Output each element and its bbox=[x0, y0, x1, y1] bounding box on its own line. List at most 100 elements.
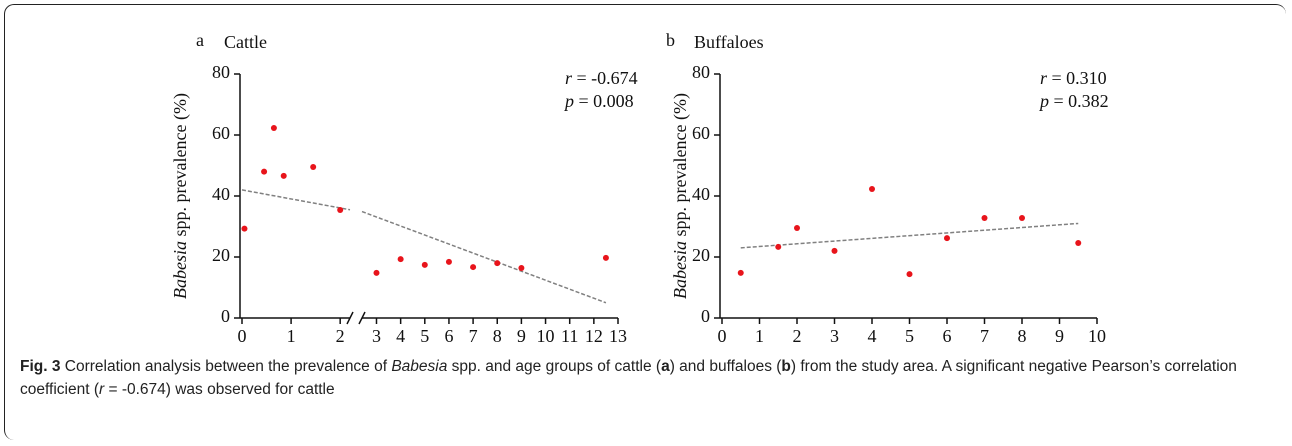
caption-part: spp. and age groups of cattle ( bbox=[447, 358, 662, 375]
x-tick-label: 7 bbox=[980, 326, 989, 346]
data-point bbox=[794, 225, 800, 232]
data-point bbox=[737, 269, 744, 276]
y-tick-label: 0 bbox=[701, 306, 710, 326]
x-tick-label: 10 bbox=[537, 326, 555, 346]
panel-letter: b bbox=[666, 30, 675, 50]
panel-title: Cattle bbox=[224, 32, 267, 52]
caption-part: ) from the study area. A significant neg… bbox=[20, 358, 1237, 398]
data-point bbox=[241, 225, 248, 232]
trend-line bbox=[740, 222, 1079, 249]
data-point bbox=[373, 269, 380, 276]
x-tick-label: 4 bbox=[868, 326, 877, 346]
axis-break bbox=[358, 311, 366, 325]
caption-part: Fig. 3 bbox=[20, 358, 61, 375]
text-span: Babesia bbox=[170, 241, 190, 299]
x-tick-label: 3 bbox=[830, 326, 839, 346]
x-tick-label: 8 bbox=[1018, 326, 1027, 346]
annotation: p = 0.382 bbox=[1038, 91, 1109, 111]
caption-part: ) and buffaloes ( bbox=[669, 358, 782, 375]
x-tick-label: 3 bbox=[372, 326, 381, 346]
x-tick-label: 1 bbox=[755, 326, 764, 346]
y-tick-label: 80 bbox=[212, 62, 230, 82]
text-span: Babesia bbox=[670, 241, 690, 299]
data-point bbox=[421, 261, 428, 268]
text-span: = 0.310 bbox=[1047, 68, 1107, 88]
text-span: r bbox=[1040, 68, 1048, 88]
caption-part: a bbox=[661, 358, 670, 375]
text-span: p bbox=[563, 91, 574, 111]
x-tick-label: 6 bbox=[943, 326, 952, 346]
y-tick-label: 40 bbox=[692, 184, 710, 204]
data-point bbox=[1075, 239, 1082, 246]
text-span: = -0.674 bbox=[572, 68, 638, 88]
data-point bbox=[494, 260, 501, 267]
trend-line bbox=[241, 189, 351, 211]
x-tick-label: 9 bbox=[517, 326, 526, 346]
y-axis-label: Babesia spp. prevalence (%) bbox=[170, 93, 191, 299]
caption-part: Babesia bbox=[391, 358, 448, 375]
data-point bbox=[906, 271, 913, 278]
y-tick-label: 40 bbox=[212, 184, 230, 204]
x-tick-label: 0 bbox=[718, 326, 727, 346]
data-point bbox=[518, 264, 525, 271]
panel-letter: a bbox=[196, 30, 204, 50]
trend-line bbox=[361, 210, 607, 304]
y-axis-label: Babesia spp. prevalence (%) bbox=[670, 93, 691, 299]
annotation: r = 0.310 bbox=[1040, 68, 1107, 88]
x-tick-label: 6 bbox=[444, 326, 453, 346]
y-tick-label: 0 bbox=[221, 306, 230, 326]
annotation: p = 0.008 bbox=[563, 91, 634, 111]
y-tick-label: 60 bbox=[212, 123, 230, 143]
data-point bbox=[310, 164, 317, 171]
y-tick-label: 80 bbox=[692, 62, 710, 82]
x-tick-label: 13 bbox=[609, 326, 627, 346]
data-point bbox=[270, 124, 277, 131]
x-tick-label: 2 bbox=[336, 326, 345, 346]
data-point bbox=[831, 247, 838, 254]
axis-break bbox=[346, 311, 354, 325]
text-span: = 0.008 bbox=[574, 91, 634, 111]
y-tick-label: 20 bbox=[692, 245, 710, 265]
x-tick-label: 1 bbox=[287, 326, 296, 346]
text-span: spp. prevalence (%) bbox=[170, 93, 191, 241]
data-point bbox=[944, 235, 950, 242]
x-tick-label: 7 bbox=[469, 326, 478, 346]
x-tick-label: 5 bbox=[420, 326, 429, 346]
x-tick-label: 5 bbox=[905, 326, 914, 346]
x-tick-label: 11 bbox=[561, 326, 578, 346]
x-tick-label: 10 bbox=[1088, 326, 1106, 346]
caption-part: Correlation analysis between the prevale… bbox=[60, 358, 392, 375]
data-point bbox=[981, 214, 988, 221]
text-span: p bbox=[1038, 91, 1049, 111]
data-point bbox=[261, 168, 268, 175]
text-span: spp. prevalence (%) bbox=[670, 93, 691, 241]
text-span: = 0.382 bbox=[1049, 91, 1109, 111]
y-tick-label: 60 bbox=[692, 123, 710, 143]
data-point bbox=[397, 256, 404, 263]
data-point bbox=[280, 172, 287, 179]
caption-part: b bbox=[781, 358, 791, 375]
figure-frame bbox=[4, 4, 1286, 440]
x-tick-label: 8 bbox=[493, 326, 502, 346]
data-point bbox=[445, 258, 452, 265]
x-tick-label: 9 bbox=[1055, 326, 1064, 346]
data-point bbox=[775, 243, 782, 250]
caption-part: = -0.674) was observed for cattle bbox=[104, 381, 335, 398]
x-tick-label: 12 bbox=[585, 326, 603, 346]
annotation: r = -0.674 bbox=[565, 68, 638, 88]
caption-part: r bbox=[98, 381, 105, 398]
text-span: r bbox=[565, 68, 573, 88]
panel-title: Buffaloes bbox=[694, 32, 764, 52]
data-point bbox=[337, 207, 344, 214]
x-tick-label: 2 bbox=[793, 326, 802, 346]
data-point bbox=[869, 185, 875, 192]
x-tick-label: 4 bbox=[396, 326, 405, 346]
data-point bbox=[602, 254, 609, 261]
data-point bbox=[470, 264, 477, 271]
x-tick-label: 0 bbox=[238, 326, 247, 346]
y-tick-label: 20 bbox=[212, 245, 230, 265]
figure: aCattle020406080012345678910111213Age (y… bbox=[170, 30, 1109, 346]
caption: Fig. 3 Correlation analysis between the … bbox=[20, 355, 1270, 401]
data-point bbox=[1019, 214, 1025, 221]
